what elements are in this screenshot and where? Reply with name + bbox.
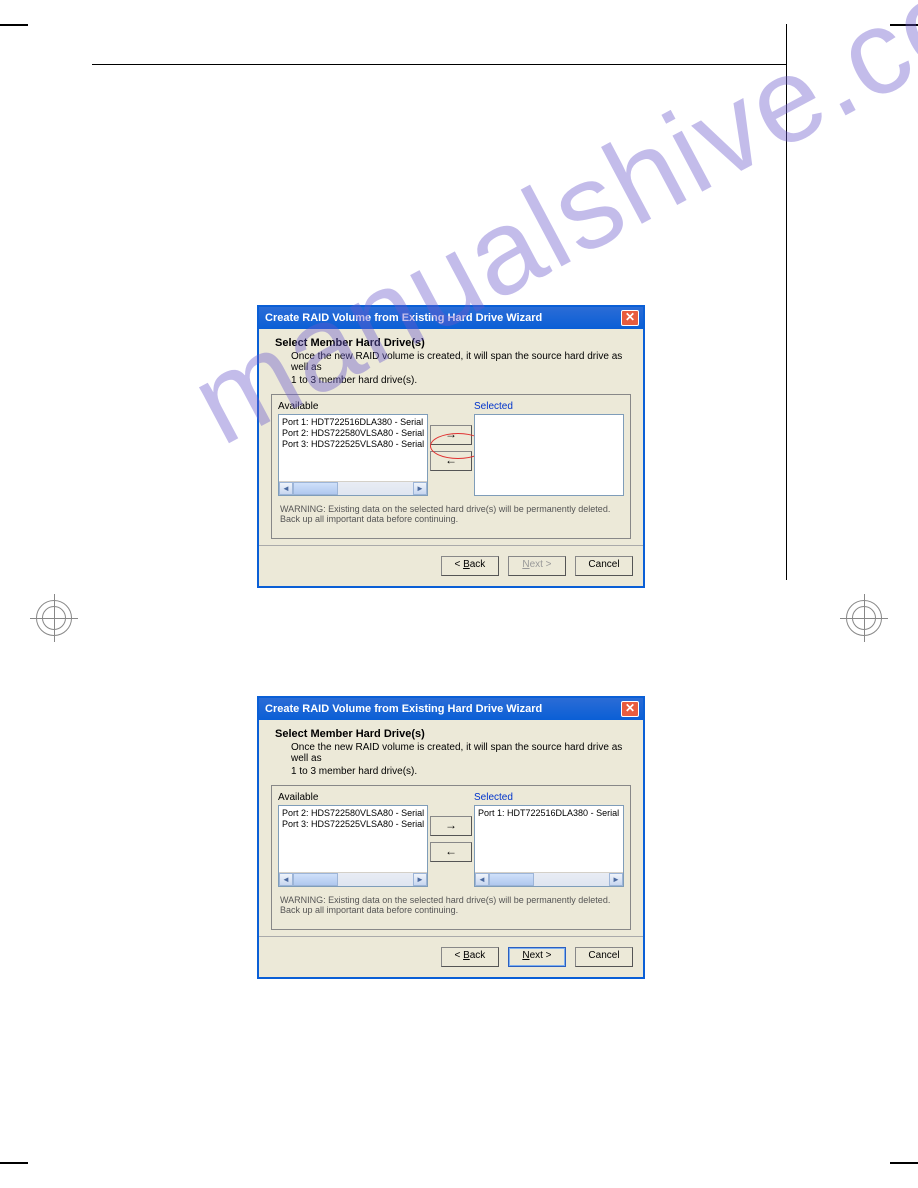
wizard-dialog: Create RAID Volume from Existing Hard Dr… [257, 696, 645, 979]
wizard-heading: Select Member Hard Drive(s) [275, 337, 633, 349]
selected-label: Selected [474, 401, 624, 412]
crop-mark [890, 1162, 918, 1164]
list-item[interactable]: Port 2: HDS722580VLSA80 - Serial [281, 808, 427, 819]
available-label: Available [278, 401, 428, 412]
next-button[interactable]: Next > [508, 947, 566, 967]
list-item[interactable]: Port 3: HDS722525VLSA80 - Serial [281, 439, 427, 450]
wizard-dialog: Create RAID Volume from Existing Hard Dr… [257, 305, 645, 588]
list-item[interactable]: Port 1: HDT722516DLA380 - Serial [477, 808, 623, 819]
selection-panel: Available Port 2: HDS722580VLSA80 - Seri… [271, 785, 631, 930]
available-label: Available [278, 792, 428, 803]
margin-rule [786, 24, 787, 580]
move-right-button[interactable]: → [430, 816, 472, 836]
selected-listbox[interactable] [474, 414, 624, 496]
back-button[interactable]: < Back [441, 947, 499, 967]
titlebar: Create RAID Volume from Existing Hard Dr… [259, 307, 643, 329]
scrollbar[interactable]: ◄► [279, 481, 427, 495]
button-row: < Back Next > Cancel [259, 545, 643, 586]
window-title: Create RAID Volume from Existing Hard Dr… [265, 703, 542, 715]
list-item[interactable]: Port 1: HDT722516DLA380 - Serial [281, 417, 427, 428]
button-row: < Back Next > Cancel [259, 936, 643, 977]
list-item[interactable]: Port 2: HDS722580VLSA80 - Serial [281, 428, 427, 439]
available-listbox[interactable]: Port 2: HDS722580VLSA80 - SerialPort 3: … [278, 805, 428, 887]
move-right-button[interactable]: → [430, 425, 472, 445]
registration-mark [36, 600, 72, 636]
back-button[interactable]: < Back [441, 556, 499, 576]
warning-text: WARNING: Existing data on the selected h… [280, 895, 622, 915]
crop-mark [0, 1162, 28, 1164]
selection-panel: Available Port 1: HDT722516DLA380 - Seri… [271, 394, 631, 539]
titlebar: Create RAID Volume from Existing Hard Dr… [259, 698, 643, 720]
wizard-description: Once the new RAID volume is created, it … [291, 351, 633, 373]
move-left-button[interactable]: ← [430, 842, 472, 862]
registration-mark [846, 600, 882, 636]
next-button: Next > [508, 556, 566, 576]
close-button[interactable]: ✕ [621, 701, 639, 717]
scrollbar[interactable]: ◄► [279, 872, 427, 886]
selected-listbox[interactable]: Port 1: HDT722516DLA380 - Serial ◄► [474, 805, 624, 887]
wizard-heading: Select Member Hard Drive(s) [275, 728, 633, 740]
warning-text: WARNING: Existing data on the selected h… [280, 504, 622, 524]
crop-mark [890, 24, 918, 26]
crop-mark [0, 24, 28, 26]
cancel-button[interactable]: Cancel [575, 556, 633, 576]
wizard-description: 1 to 3 member hard drive(s). [291, 766, 633, 777]
list-item[interactable]: Port 3: HDS722525VLSA80 - Serial [281, 819, 427, 830]
header-rule [92, 64, 786, 65]
wizard-description: 1 to 3 member hard drive(s). [291, 375, 633, 386]
selected-label: Selected [474, 792, 624, 803]
cancel-button[interactable]: Cancel [575, 947, 633, 967]
move-left-button[interactable]: ← [430, 451, 472, 471]
close-button[interactable]: ✕ [621, 310, 639, 326]
scrollbar[interactable]: ◄► [475, 872, 623, 886]
window-title: Create RAID Volume from Existing Hard Dr… [265, 312, 542, 324]
wizard-description: Once the new RAID volume is created, it … [291, 742, 633, 764]
available-listbox[interactable]: Port 1: HDT722516DLA380 - SerialPort 2: … [278, 414, 428, 496]
